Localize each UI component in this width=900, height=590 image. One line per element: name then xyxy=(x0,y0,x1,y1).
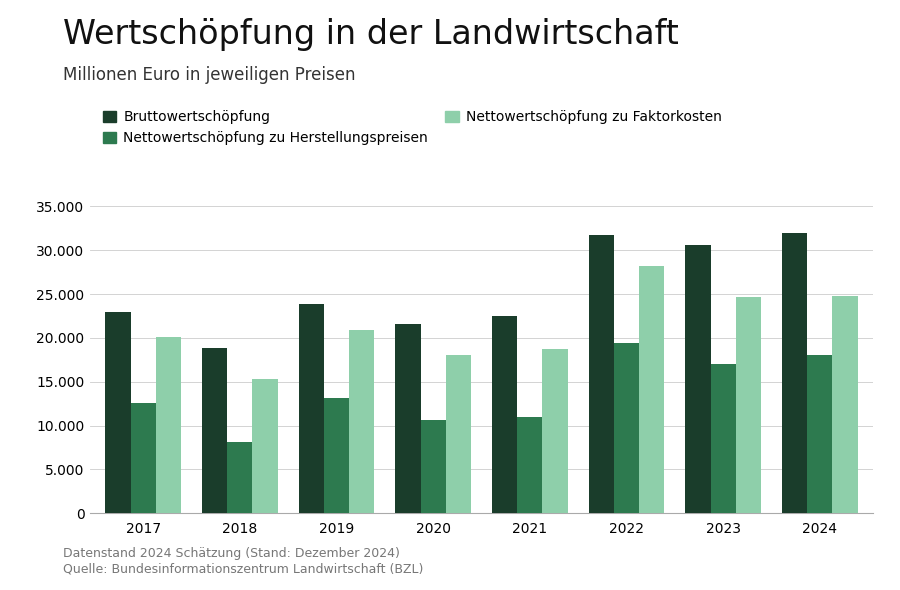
Bar xyxy=(299,304,324,513)
Text: Millionen Euro in jeweiligen Preisen: Millionen Euro in jeweiligen Preisen xyxy=(63,66,356,84)
Bar xyxy=(252,379,277,513)
Bar xyxy=(228,442,252,513)
Bar xyxy=(543,349,568,513)
Bar xyxy=(589,235,614,513)
Bar xyxy=(156,337,181,513)
Bar xyxy=(420,420,446,513)
Bar xyxy=(518,417,543,513)
Text: Wertschöpfung in der Landwirtschaft: Wertschöpfung in der Landwirtschaft xyxy=(63,18,679,51)
Bar xyxy=(639,266,664,513)
Bar xyxy=(614,343,639,513)
Bar xyxy=(686,245,711,513)
Bar xyxy=(202,349,228,513)
Bar xyxy=(349,330,374,513)
Bar xyxy=(130,403,156,513)
Bar xyxy=(492,316,517,513)
Bar xyxy=(105,312,130,513)
Bar xyxy=(782,232,807,513)
Bar xyxy=(832,296,858,513)
Bar xyxy=(735,297,760,513)
Bar xyxy=(395,324,420,513)
Bar xyxy=(711,364,735,513)
Bar xyxy=(446,355,471,513)
Bar xyxy=(807,355,833,513)
Text: Datenstand 2024 Schätzung (Stand: Dezember 2024)
Quelle: Bundesinformationszentr: Datenstand 2024 Schätzung (Stand: Dezemb… xyxy=(63,548,423,575)
Bar xyxy=(324,398,349,513)
Legend: Bruttowertschöpfung, Nettowertschöpfung zu Herstellungspreisen, Nettowertschöpfu: Bruttowertschöpfung, Nettowertschöpfung … xyxy=(97,105,727,151)
